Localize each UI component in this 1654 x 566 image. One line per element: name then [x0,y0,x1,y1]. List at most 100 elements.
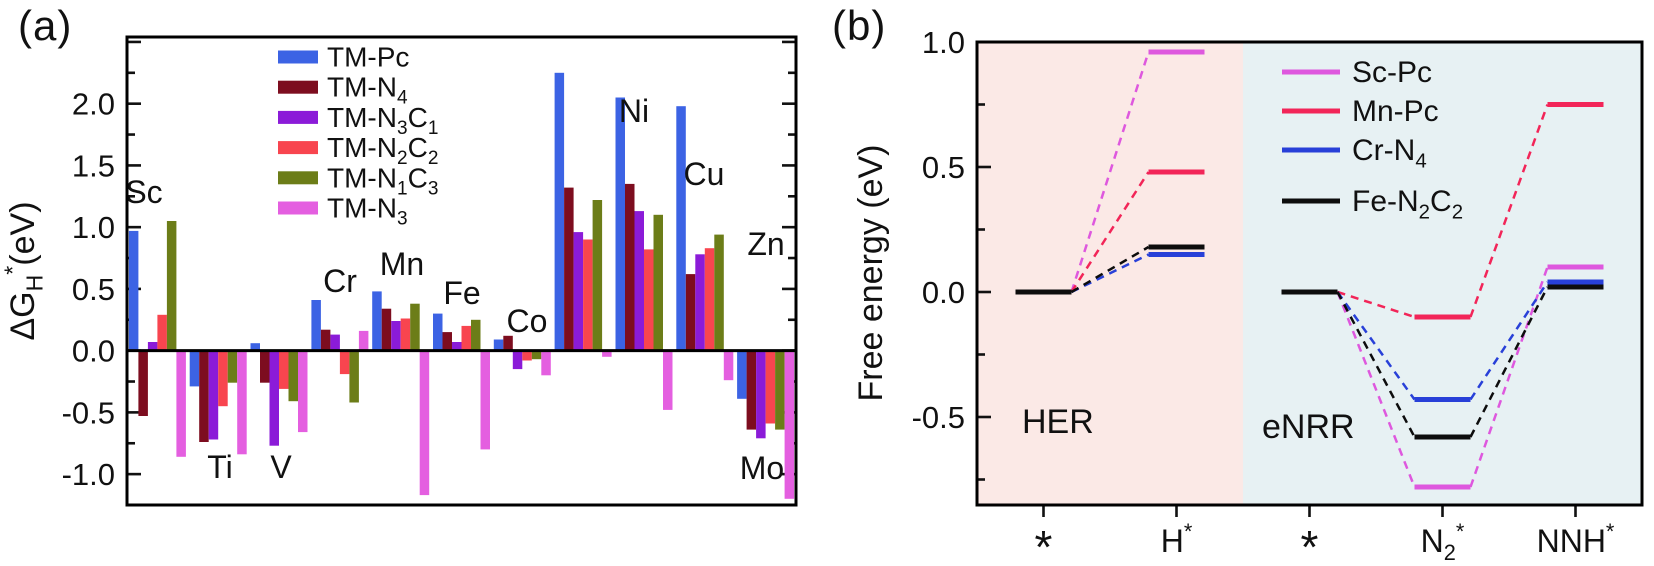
bar-Sc-TM-N3 [176,350,186,457]
connector-Mn-Pc [1469,104,1549,318]
bar-Cr-TM-N2C2 [339,350,350,375]
panel-b-ytick-label: 1.0 [922,25,965,60]
bar-Ti-TM-N4 [199,350,209,442]
bar-Fe-TM-Pc [433,313,443,351]
bar-Cu-TM-Pc [615,97,625,351]
legend-swatch-TM-N3C1 [278,110,318,124]
bar-Cr-TM-Pc [311,300,321,351]
bar-Fe-TM-N1C3 [471,319,481,351]
bar-Cr-TM-N3 [358,330,369,351]
legend-label-TM-N3: TM-N3 [327,193,408,230]
legend-swatch-TM-Pc [278,50,318,64]
bar-Zn-TM-N1C3 [714,234,724,351]
panel-b-ytick-label: 0.5 [922,150,965,185]
bar-Fe-TM-N3 [480,350,490,450]
panel-b-plot: HER eNRR 1.0 0.5 0.0 -0.5 * H* * N2* NNH* Sc-Pc Mn-P… [852,25,1644,566]
connector-Fe-N2C2 [1469,286,1549,438]
legend-label-TM-Pc: TM-Pc [327,42,409,73]
bar-Cr-TM-N4 [320,329,331,351]
category-label-Fe: Fe [443,275,480,311]
bar-Cu-TM-N3C1 [634,211,644,351]
series-Fe-N2C2 [1015,244,1604,440]
bar-Mo-TM-Pc [737,350,747,399]
connector-Sc-Pc [1336,291,1416,488]
region-eNRR [1243,42,1642,505]
bar-Ti-TM-Pc [189,350,200,387]
bar-Sc-TM-N2C2 [157,314,167,351]
bar-Ni-TM-N2C2 [583,239,593,351]
region-label-eNRR: eNRR [1262,408,1355,446]
panel-a-bars [128,72,795,499]
panel-a-ytick-label: 0.5 [72,272,115,307]
bar-Cu-TM-N3 [663,350,673,410]
bar-Mn-TM-N1C3 [410,303,420,351]
bar-Mo-TM-N3C1 [756,350,766,439]
region-label-HER: HER [1022,403,1094,441]
category-label-Ni: Ni [619,93,649,129]
panel-b-letter: (b) [832,2,887,49]
bar-Co-TM-N1C3 [531,350,542,360]
bar-Mn-TM-N4 [381,308,392,351]
panel-b-ytick-label: -0.5 [912,400,965,435]
bar-Co-TM-N3 [541,350,551,376]
connector-Mn-Pc [1070,171,1150,293]
category-label-Ti: Ti [207,449,232,485]
bar-Sc-TM-Pc [128,230,139,351]
bar-Sc-TM-N4 [138,350,148,416]
panel-a-plot: 2.0 1.5 1.0 0.5 0.0 -0.5 -1.0 Sc Ti V Cr Mn Fe Co Ni Cu… [0,35,798,507]
legend-label-TM-N2C2: TM-N2C2 [327,132,438,169]
panel-a-ytick-label: 0.0 [72,334,115,369]
bar-Ti-TM-N2C2 [218,350,228,407]
bar-Cr-TM-N3C1 [330,334,340,351]
bar-Ni-TM-Pc [554,72,565,351]
legend-label-TM-N3C1: TM-N3C1 [327,102,438,139]
legend-swatch-TM-N4 [278,80,318,94]
category-label-Co: Co [507,303,548,339]
bar-Cu-TM-N2C2 [644,249,654,351]
xcat-label-H: H* [1161,519,1193,559]
bar-Zn-TM-N2C2 [704,248,715,351]
bar-Mn-TM-N2C2 [400,318,411,351]
panel-a-ytick-label: -1.0 [62,457,115,492]
bar-V-TM-N1C3 [288,350,298,402]
bar-Mn-TM-N3C1 [391,321,401,351]
bar-Co-TM-N3C1 [512,350,523,370]
bar-Ti-TM-N1C3 [227,350,238,383]
legend-label-Fe-N2C2: Fe-N2C2 [1352,185,1463,224]
bar-Zn-TM-N3 [723,350,734,381]
bar-Sc-TM-N3C1 [147,342,158,351]
bar-V-TM-N3C1 [269,350,279,446]
category-label-Cr: Cr [323,263,357,299]
bar-Ni-TM-N3C1 [573,232,584,351]
connector-Cr-N4 [1469,281,1549,401]
bar-Cu-TM-N1C3 [653,214,663,351]
bar-Sc-TM-N1C3 [166,221,177,351]
bar-Ti-TM-N3C1 [208,350,219,440]
bar-Mn-TM-Pc [372,291,382,351]
bar-Fe-TM-N3C1 [452,342,462,351]
category-label-Mn: Mn [380,246,424,282]
panel-a-ytick-label: 1.0 [72,210,115,245]
bar-V-TM-N2C2 [279,350,289,389]
bar-Ni-TM-N1C3 [592,200,603,351]
bar-Zn-TM-N3C1 [695,254,705,351]
bar-Mo-TM-N2C2 [765,350,776,424]
bar-Co-TM-Pc [493,339,504,351]
xcat-label-N2: N2* [1421,519,1465,565]
legend-label-TM-N1C3: TM-N1C3 [327,162,438,199]
category-label-Zn: Zn [747,226,784,262]
panel-a-ytick-label: 1.5 [72,148,115,183]
bar-V-TM-Pc [250,343,260,351]
bar-Mo-TM-N3 [784,350,795,499]
legend-label-Cr-N4: Cr-N4 [1352,134,1427,173]
connector-Fe-N2C2 [1070,245,1150,294]
legend-swatch-TM-N3 [278,201,318,215]
bar-V-TM-N3 [298,350,308,433]
category-label-V: V [270,449,292,485]
panel-a-ytick-label: 2.0 [72,87,115,122]
legend-label-Sc-Pc: Sc-Pc [1352,56,1432,89]
xcat-label-star: * [1035,521,1053,566]
bar-Mo-TM-N1C3 [775,350,785,430]
